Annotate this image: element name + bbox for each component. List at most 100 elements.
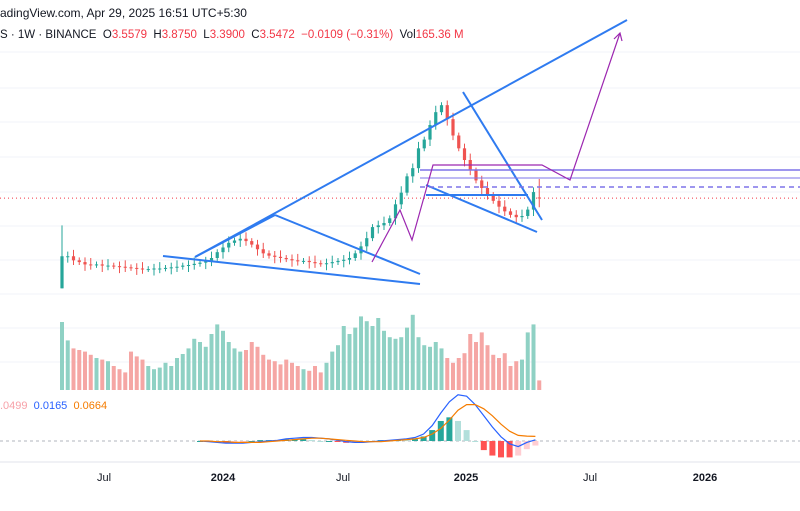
volume-bar-9: [111, 366, 116, 390]
trendline-4: [462, 91, 543, 221]
candle-body-80: [520, 216, 524, 218]
volume-bar-76: [497, 358, 501, 390]
x-tick-label-5: 2026: [693, 472, 717, 484]
candle-body-11: [123, 266, 127, 268]
volume-bar-54: [370, 326, 375, 390]
macd-histogram-bar-16: [334, 441, 341, 442]
trendline-2: [194, 214, 276, 258]
volume-bar-83: [537, 380, 542, 390]
volume-bar-28: [221, 330, 225, 390]
volume-bar-47: [330, 351, 335, 390]
volume-bar-10: [117, 369, 122, 390]
open-label: O: [102, 29, 112, 41]
x-tick-label-4: Jul: [583, 472, 597, 484]
candle-body-73: [480, 180, 484, 188]
candle-body-40: [290, 259, 294, 261]
macd-histogram-bar-30: [455, 420, 461, 441]
x-tick-label-3: 2025: [454, 472, 478, 484]
volume-bar-82: [531, 324, 536, 390]
macd-histogram-bar-36: [506, 441, 513, 458]
volume-bar-79: [514, 361, 519, 390]
volume-bar-63: [422, 345, 427, 390]
macd-histogram-bar-12: [300, 439, 307, 441]
candle-body-30: [232, 240, 237, 243]
volume-bar-15: [146, 366, 151, 390]
volume-bar-27: [215, 324, 220, 390]
volume-bar-1: [65, 340, 70, 390]
macd-histogram-bar-33: [480, 441, 487, 451]
symbol-name[interactable]: S · 1W · BINANCE: [0, 29, 97, 41]
macd-histogram-bar-5: [240, 441, 246, 442]
close-label: C: [251, 29, 260, 41]
candle-body-6: [94, 264, 99, 266]
candle-body-32: [244, 238, 248, 242]
projection-arrow: [613, 31, 623, 42]
volume-value: 165.36 M: [415, 29, 464, 41]
volume-bars: [60, 314, 542, 390]
trendline-drawings: [162, 19, 800, 285]
macd-histogram-bar-26: [420, 436, 427, 441]
candle-body-23: [192, 263, 196, 265]
volume-bar-13: [134, 356, 139, 390]
volume-bar-34: [255, 346, 260, 390]
volume-bar-22: [186, 348, 191, 390]
volume-bar-33: [249, 342, 254, 390]
candle-body-31: [238, 238, 242, 241]
volume-bar-17: [157, 367, 162, 390]
x-tick-label-1: 2024: [211, 472, 236, 484]
candle-body-25: [204, 261, 208, 263]
candle-body-33: [250, 241, 254, 245]
change-value: −0.0109 (−0.31%): [301, 29, 394, 41]
macd-histogram-bar-37: [515, 441, 522, 456]
volume-bar-72: [474, 342, 478, 390]
candle-body-4: [83, 262, 87, 265]
volume-bar-64: [428, 346, 432, 390]
candle-body-69: [457, 135, 461, 149]
x-tick-label-0: Jul: [97, 472, 111, 484]
volume-bar-3: [77, 350, 82, 390]
candle-body-76: [497, 200, 501, 207]
candle-body-35: [261, 249, 265, 254]
volume-bar-50: [347, 334, 352, 390]
candle-body-77: [503, 206, 507, 212]
volume-bar-20: [175, 358, 179, 390]
volume-bar-26: [209, 334, 214, 390]
candle-body-15: [146, 269, 150, 271]
candle-body-74: [485, 188, 490, 195]
volume-bar-70: [462, 353, 467, 390]
candle-body-36: [267, 253, 271, 256]
volume-bar-56: [382, 330, 386, 390]
chart-source-line: adingView.com, Apr 29, 2025 16:51 UTC+5:…: [0, 6, 247, 20]
volume-bar-11: [123, 372, 128, 390]
volume-bar-7: [100, 359, 105, 390]
candle-body-56: [382, 223, 386, 226]
volume-bar-29: [226, 342, 231, 390]
candle-body-13: [135, 267, 139, 269]
volume-bar-6: [94, 358, 99, 390]
candle-body-61: [411, 168, 415, 177]
volume-bar-58: [393, 338, 398, 390]
candle-body-41: [296, 260, 300, 262]
macd-signal-line: [200, 404, 536, 443]
volume-bar-60: [405, 327, 409, 390]
volume-bar-66: [439, 348, 444, 390]
volume-bar-55: [376, 318, 381, 390]
candle-body-16: [152, 268, 156, 270]
trendline-1: [162, 255, 421, 285]
volume-bar-32: [244, 350, 248, 390]
volume-bar-4: [83, 351, 87, 390]
high-label: H: [153, 29, 162, 41]
candle-body-26: [209, 258, 214, 262]
candle-body-65: [434, 112, 438, 125]
macd-signal-value: 0.0664: [73, 400, 108, 412]
volume-bar-18: [163, 362, 168, 390]
candle-body-50: [347, 258, 352, 260]
macd-histogram-bar-29: [446, 417, 453, 441]
candle-body-63: [422, 139, 426, 149]
candle-body-37: [273, 255, 277, 257]
candle-body-3: [77, 260, 81, 263]
volume-bar-39: [284, 359, 289, 390]
candle-body-54: [370, 227, 375, 239]
candle-body-17: [158, 268, 162, 270]
